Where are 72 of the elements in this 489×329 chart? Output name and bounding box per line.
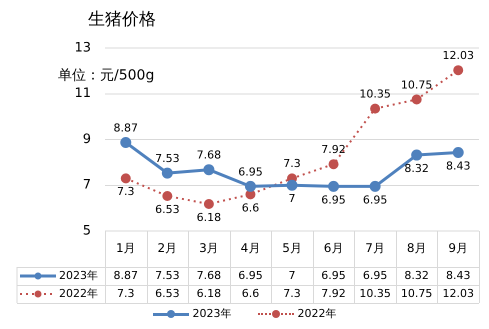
text: 6.95 xyxy=(362,193,388,206)
text: 12.03 xyxy=(442,49,474,62)
point xyxy=(203,164,214,176)
data-label: 6.95 xyxy=(238,268,263,282)
y-tick-label: 11 xyxy=(74,86,91,102)
point xyxy=(162,191,172,201)
point xyxy=(162,168,173,179)
y-tick-label: 9 xyxy=(82,132,91,147)
text: 8.32 xyxy=(404,162,429,175)
text: 10.35 xyxy=(359,87,391,100)
point xyxy=(244,180,256,192)
point xyxy=(120,173,131,184)
text: 2023年 xyxy=(192,307,232,320)
text: 8.87 xyxy=(114,121,138,134)
point xyxy=(370,180,381,192)
data-label: 8.87 xyxy=(114,268,138,282)
y-tick-label: 5 xyxy=(82,223,91,238)
text: 10.75 xyxy=(400,78,432,92)
x-tick-label: 9月 xyxy=(448,241,468,256)
x-tick-label: 6月 xyxy=(324,241,344,256)
data-label: 7 xyxy=(288,268,296,282)
point xyxy=(411,150,422,161)
text: 7 xyxy=(288,192,296,206)
text: 6.95 xyxy=(321,193,346,206)
text: 7.68 xyxy=(196,148,222,162)
point xyxy=(412,94,422,104)
data-label: 6.18 xyxy=(196,286,222,300)
x-tick-label: 4月 xyxy=(240,241,260,256)
point xyxy=(370,104,380,114)
data-label: 12.03 xyxy=(442,286,474,300)
legend-label: 2022年 xyxy=(59,286,98,300)
data-label: 10.75 xyxy=(400,286,432,300)
text: 6.18 xyxy=(196,210,222,224)
data-label: 8.32 xyxy=(404,268,429,282)
y-tick-label: 13 xyxy=(74,40,91,56)
data-label: 7.92 xyxy=(321,286,346,300)
data-label: 6.53 xyxy=(155,286,180,300)
data-label: 6.6 xyxy=(242,286,260,300)
x-tick-label: 1月 xyxy=(116,241,136,256)
data-label: 10.35 xyxy=(359,286,391,300)
point xyxy=(286,180,298,191)
data-label: 6.95 xyxy=(321,268,346,282)
x-tick-label: 8月 xyxy=(406,241,426,256)
x-tick-label: 5月 xyxy=(282,241,302,256)
data-label: 6.95 xyxy=(362,268,388,282)
text: 2022年 xyxy=(298,307,336,320)
y-tick-label: 7 xyxy=(82,178,91,193)
data-label: 7.3 xyxy=(117,286,135,300)
point xyxy=(120,136,132,148)
data-label: 7.3 xyxy=(283,286,301,300)
data-label: 7.53 xyxy=(155,268,180,282)
x-tick-label: 7月 xyxy=(365,241,385,256)
point xyxy=(328,180,340,192)
text: 6.95 xyxy=(238,165,263,178)
annotation: 单位：元/500g xyxy=(58,68,154,84)
text: 7.3 xyxy=(117,185,135,198)
text: 7.92 xyxy=(321,143,346,156)
data-label: 7.68 xyxy=(196,268,222,282)
text: 7.53 xyxy=(155,152,180,165)
legend-label: 2023年 xyxy=(59,268,98,282)
point xyxy=(452,147,464,158)
point xyxy=(328,159,339,170)
x-tick-label: 2月 xyxy=(158,241,178,256)
chart-title: 生猪价格 xyxy=(88,9,156,30)
point xyxy=(453,65,464,76)
data-label: 8.43 xyxy=(446,268,470,282)
x-tick-label: 3月 xyxy=(199,241,219,256)
text: 8.43 xyxy=(446,159,470,172)
text: 7.3 xyxy=(283,157,301,170)
point xyxy=(204,199,214,210)
text: 6.6 xyxy=(242,201,260,214)
text: 6.53 xyxy=(155,202,180,216)
